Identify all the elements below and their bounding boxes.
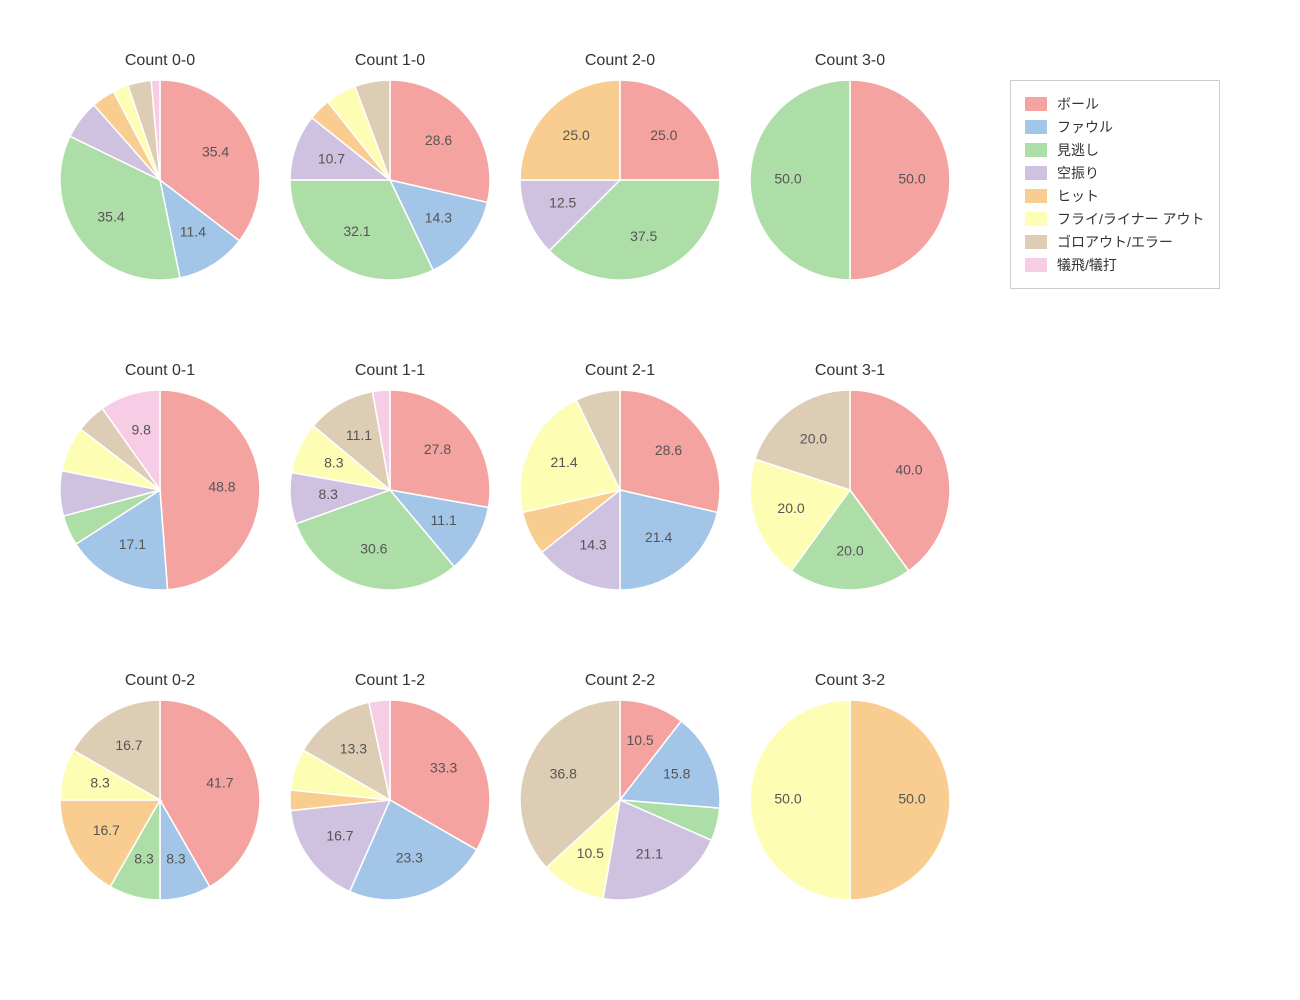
slice-label: 50.0 <box>898 791 925 807</box>
slice-label: 33.3 <box>430 760 457 776</box>
slice-label: 17.1 <box>119 536 146 552</box>
slice-label: 8.3 <box>90 775 110 791</box>
legend-label: ボール <box>1057 94 1099 114</box>
slice-label: 11.1 <box>431 512 457 528</box>
slice-label: 21.1 <box>636 845 663 861</box>
legend-item: ヒット <box>1025 186 1205 206</box>
legend-label: 見逃し <box>1057 140 1099 160</box>
legend-item: ゴロアウト/エラー <box>1025 232 1205 252</box>
slice-label: 16.7 <box>115 737 142 753</box>
slice-label: 11.1 <box>346 427 372 443</box>
slice-label: 32.1 <box>343 223 370 239</box>
slice-label: 14.3 <box>425 209 452 225</box>
slice-label: 9.8 <box>131 422 151 438</box>
pie-chart: Count 3-2 50.0 50.0 <box>690 640 1010 960</box>
slice-label: 10.7 <box>318 150 345 166</box>
legend-label: 犠飛/犠打 <box>1057 255 1117 275</box>
chart-title: Count 3-0 <box>690 52 1010 70</box>
legend-item: フライ/ライナー アウト <box>1025 209 1205 229</box>
slice-label: 40.0 <box>895 462 922 478</box>
slice-label: 37.5 <box>630 228 657 244</box>
slice-label: 28.6 <box>425 132 452 148</box>
slice-label: 16.7 <box>93 822 120 838</box>
slice-label: 50.0 <box>774 791 801 807</box>
slice-label: 20.0 <box>836 543 863 559</box>
legend-item: 見逃し <box>1025 140 1205 160</box>
slice-label: 23.3 <box>396 850 423 866</box>
slice-label: 20.0 <box>777 500 804 516</box>
legend-item: ボール <box>1025 94 1205 114</box>
slice-label: 11.4 <box>180 223 206 239</box>
chart-title: Count 3-2 <box>690 672 1010 690</box>
slice-label: 35.4 <box>202 143 229 159</box>
slice-label: 28.6 <box>655 442 682 458</box>
legend-swatch <box>1025 166 1047 180</box>
legend-swatch <box>1025 235 1047 249</box>
legend-swatch <box>1025 258 1047 272</box>
pie-chart: Count 3-1 40.0 20.0 20.0 20.0 <box>690 330 1010 650</box>
legend-swatch <box>1025 189 1047 203</box>
slice-label: 25.0 <box>563 127 590 143</box>
legend-item: ファウル <box>1025 117 1205 137</box>
legend-swatch <box>1025 212 1047 226</box>
legend-item: 空振り <box>1025 163 1205 183</box>
slice-label: 10.5 <box>577 845 604 861</box>
slice-label: 13.3 <box>340 741 367 757</box>
legend-swatch <box>1025 143 1047 157</box>
slice-label: 27.8 <box>424 441 451 457</box>
slice-label: 50.0 <box>898 171 925 187</box>
chart-title: Count 3-1 <box>690 362 1010 380</box>
slice-label: 25.0 <box>650 127 677 143</box>
slice-label: 36.8 <box>550 766 577 782</box>
legend-label: ゴロアウト/エラー <box>1057 232 1173 252</box>
slice-label: 15.8 <box>663 766 690 782</box>
slice-label: 8.3 <box>318 486 338 502</box>
legend-label: 空振り <box>1057 163 1099 183</box>
slice-label: 35.4 <box>97 209 124 225</box>
slice-label: 30.6 <box>360 541 387 557</box>
legend-swatch <box>1025 120 1047 134</box>
legend-label: ファウル <box>1057 117 1113 137</box>
legend-item: 犠飛/犠打 <box>1025 255 1205 275</box>
slice-label: 16.7 <box>326 827 353 843</box>
slice-label: 10.5 <box>626 732 653 748</box>
slice-label: 8.3 <box>134 851 154 867</box>
legend-label: ヒット <box>1057 186 1099 206</box>
slice-label: 8.3 <box>324 454 344 470</box>
legend-label: フライ/ライナー アウト <box>1057 209 1205 229</box>
pie-chart: Count 3-0 50.0 50.0 <box>690 20 1010 340</box>
legend: ボールファウル見逃し空振りヒットフライ/ライナー アウトゴロアウト/エラー犠飛/… <box>1010 80 1220 289</box>
slice-label: 8.3 <box>166 851 186 867</box>
chart-stage: Count 0-035.411.435.4Count 1-028.614.332… <box>0 0 1300 1000</box>
slice-label: 14.3 <box>579 537 606 553</box>
slice-label: 12.5 <box>549 194 576 210</box>
slice-label: 50.0 <box>774 171 801 187</box>
slice-label: 21.4 <box>645 529 672 545</box>
slice-label: 20.0 <box>800 431 827 447</box>
legend-swatch <box>1025 97 1047 111</box>
slice-label: 21.4 <box>550 454 577 470</box>
